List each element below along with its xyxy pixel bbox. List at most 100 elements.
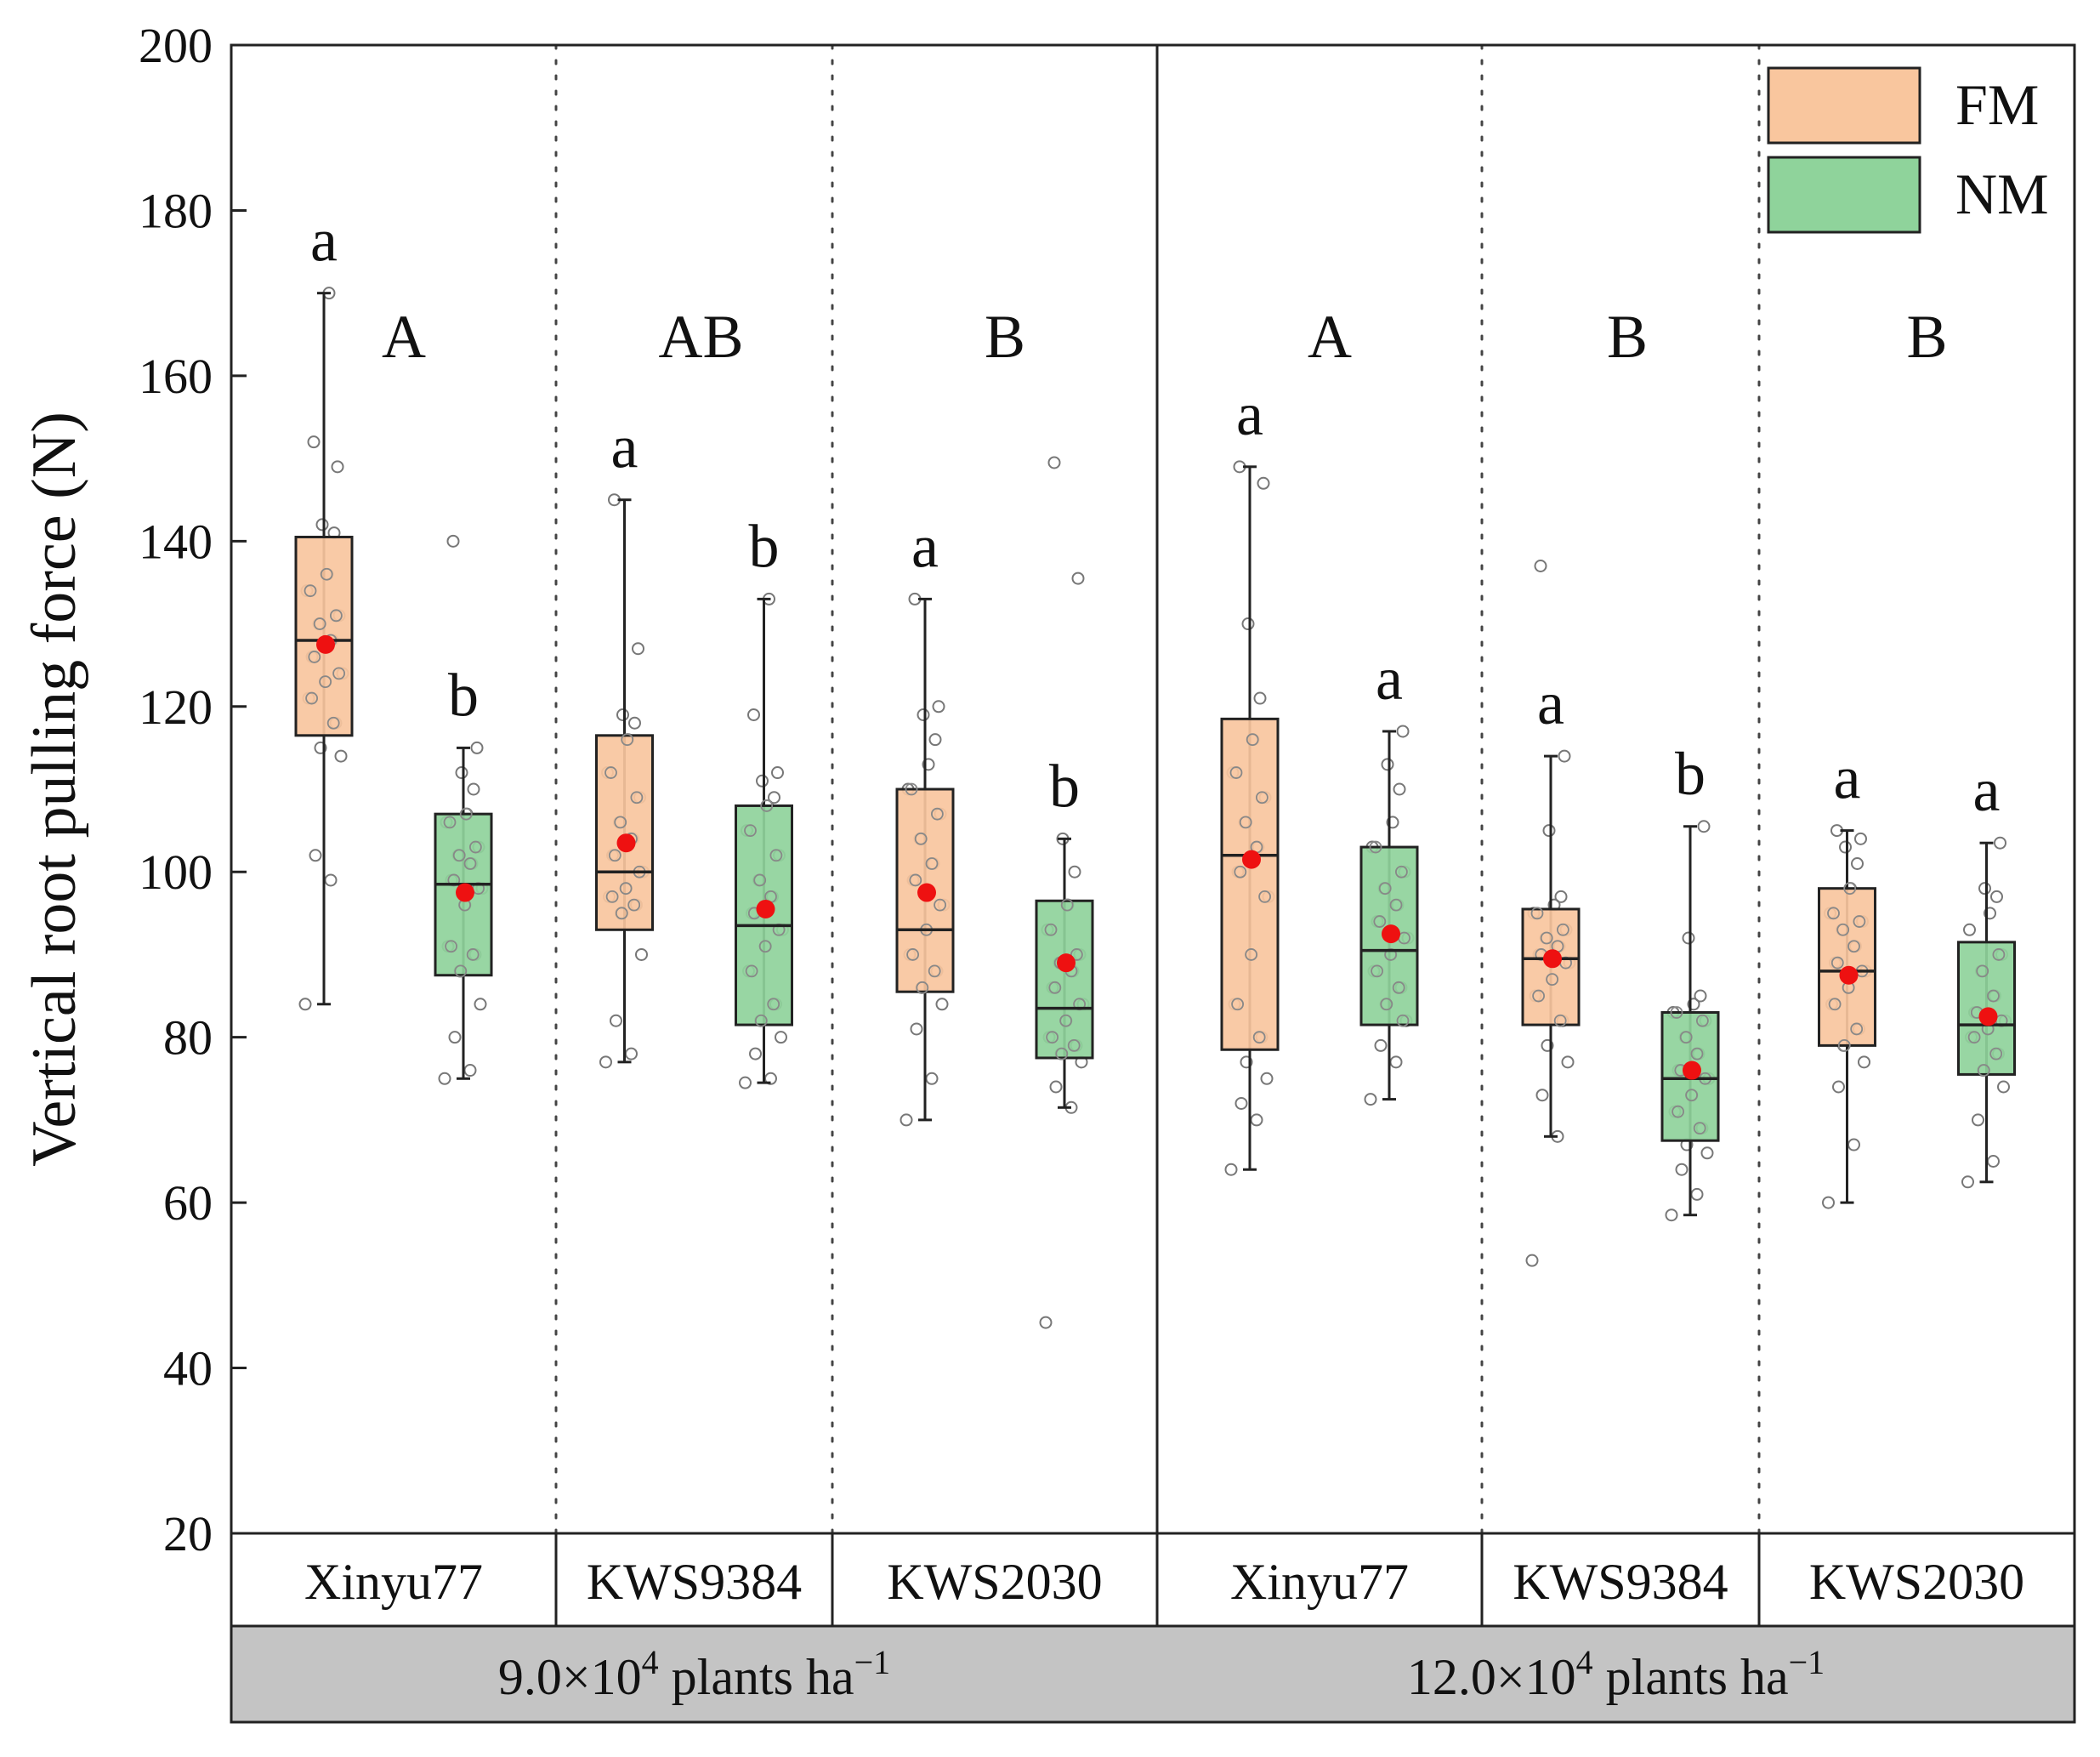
data-point-inbox <box>615 907 628 920</box>
data-point <box>910 1022 923 1036</box>
data-point-inbox <box>1557 923 1569 936</box>
legend-swatch-fm <box>1767 66 1921 145</box>
data-point-inbox <box>914 832 928 845</box>
significance-letter: a <box>310 207 338 275</box>
data-point <box>446 534 460 548</box>
data-point <box>463 1064 477 1078</box>
data-point-inbox <box>925 857 939 870</box>
data-point <box>1393 782 1406 796</box>
data-point-inbox <box>1853 915 1866 928</box>
data-point <box>1240 1055 1253 1069</box>
data-point-inbox <box>1532 989 1545 1003</box>
data-point <box>922 758 935 771</box>
significance-letter: b <box>1675 740 1706 808</box>
data-point <box>1694 989 1707 1003</box>
data-point-inbox <box>1380 998 1393 1011</box>
data-point <box>1994 836 2006 850</box>
data-point-inbox <box>1373 915 1387 928</box>
data-point-inbox <box>1258 890 1271 903</box>
data-point-inbox <box>1847 940 1860 953</box>
data-point-inbox <box>1395 865 1408 878</box>
data-point <box>739 1076 752 1089</box>
data-point <box>307 435 321 449</box>
data-point <box>334 749 348 763</box>
data-point <box>1534 560 1547 572</box>
data-point-inbox <box>319 675 332 689</box>
labels-layer: Aa b AB a b Ba b Aa a Ba b Ba a <box>310 207 2000 825</box>
data-point <box>1561 1055 1575 1069</box>
data-point-inbox <box>1679 1031 1693 1044</box>
significance-letter: a <box>611 413 639 481</box>
data-point-inbox <box>909 873 922 887</box>
data-point <box>1396 725 1410 738</box>
group-significance-letter: B <box>1607 303 1648 371</box>
data-point-inbox <box>1229 766 1243 779</box>
axis-layer: 20 40 60 80 100 120 140 160 180 200 Vertical root … <box>20 18 2076 1724</box>
data-point-inbox <box>1693 1122 1706 1135</box>
mean-dot <box>616 833 636 853</box>
cultivar-label: KWS2030 <box>1809 1554 2024 1610</box>
data-point-inbox <box>452 849 466 862</box>
data-point <box>1039 1316 1053 1329</box>
data-point <box>1690 1187 1704 1201</box>
cultivar-label: KWS9384 <box>587 1554 802 1610</box>
data-point-inbox <box>1256 791 1269 805</box>
data-point <box>1234 1096 1248 1110</box>
y-tick-label: 60 <box>163 1175 213 1231</box>
data-point-inbox <box>454 964 468 978</box>
data-point-inbox <box>614 816 627 829</box>
data-point-inbox <box>313 617 326 630</box>
significance-letter: a <box>1537 669 1564 737</box>
data-point-inbox <box>466 948 480 961</box>
density-label-unit-exponent: −1 <box>854 1643 891 1681</box>
data-point <box>1700 1146 1714 1160</box>
group-significance-letter: A <box>382 303 426 371</box>
mean-dot <box>1839 965 1859 985</box>
data-point-inbox <box>1685 1089 1698 1102</box>
data-point <box>1972 1113 1984 1127</box>
legend-label-fm: FM <box>1955 72 2039 137</box>
significance-letter: a <box>1236 380 1263 448</box>
data-point-inbox <box>906 948 919 961</box>
data-point-inbox <box>1992 948 2006 961</box>
group-significance-letter: B <box>1906 303 1947 371</box>
data-point-inbox <box>1977 1064 1990 1077</box>
data-point <box>1257 476 1270 490</box>
data-point-inbox <box>627 898 641 912</box>
data-point <box>1049 1080 1063 1094</box>
data-point <box>1984 907 1996 920</box>
data-point-inbox <box>604 766 617 779</box>
data-point-inbox <box>1670 1006 1683 1019</box>
y-axis-title: Vertical root pulling force (N) <box>20 412 89 1167</box>
data-point-inbox <box>1836 923 1850 936</box>
data-point <box>610 1014 622 1027</box>
cultivar-label: KWS9384 <box>1513 1554 1728 1610</box>
data-point-inbox <box>1546 973 1558 987</box>
box-nm <box>1035 899 1094 1060</box>
data-point <box>635 947 648 961</box>
cultivar-label: Xinyu77 <box>1230 1554 1409 1610</box>
data-point <box>932 700 945 714</box>
density-label-base: 9.0×10 <box>498 1649 642 1705</box>
y-tick-label: 100 <box>139 844 213 900</box>
mean-dot <box>1978 1007 1998 1026</box>
data-point-inbox <box>1252 1031 1266 1044</box>
data-point <box>925 1072 939 1085</box>
data-point <box>1525 1254 1539 1267</box>
significance-letter: b <box>749 512 780 580</box>
data-point-inbox <box>767 998 780 1011</box>
legend: FM NM <box>1767 66 2049 234</box>
significance-letter: a <box>1973 756 2001 824</box>
data-point <box>1047 456 1061 469</box>
significance-letter: a <box>911 512 939 580</box>
data-point <box>1961 1175 1974 1189</box>
data-point <box>749 1047 762 1060</box>
data-point <box>1847 1138 1860 1151</box>
data-point-inbox <box>1067 1038 1081 1052</box>
data-point-inbox <box>905 782 918 796</box>
data-point-inbox <box>1060 898 1074 912</box>
data-point-inbox <box>308 651 321 663</box>
y-tick-label: 180 <box>139 183 213 238</box>
data-point <box>1822 1196 1835 1209</box>
data-point-inbox <box>326 716 340 730</box>
